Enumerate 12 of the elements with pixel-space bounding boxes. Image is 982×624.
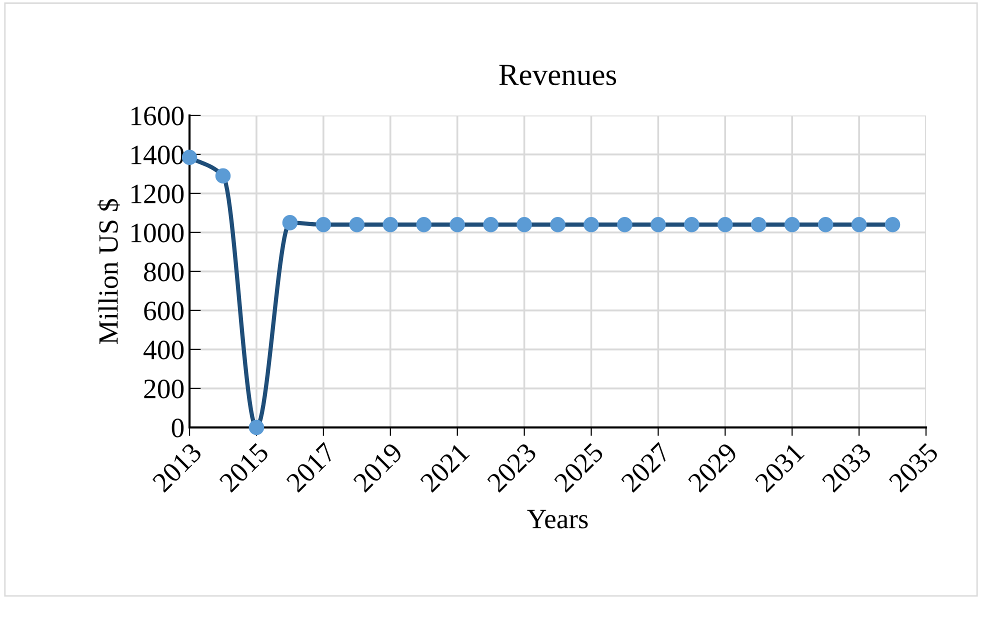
y-tick-label: 1400 xyxy=(132,146,184,164)
y-tick-label: 600 xyxy=(144,302,184,320)
y-tick-label: 800 xyxy=(144,262,184,282)
y-tick-label: 1600 xyxy=(132,106,184,126)
y-tick-label: 1000 xyxy=(132,224,184,242)
x-axis-title: Years xyxy=(527,510,588,528)
y-tick-label: 200 xyxy=(144,380,184,398)
y-axis-title: Million US $ xyxy=(98,198,120,344)
y-tick-label: 1200 xyxy=(132,184,184,204)
y-tick-label: 400 xyxy=(144,340,184,360)
chart-title: Revenues xyxy=(499,64,616,86)
y-tick-label: 0 xyxy=(172,418,184,438)
